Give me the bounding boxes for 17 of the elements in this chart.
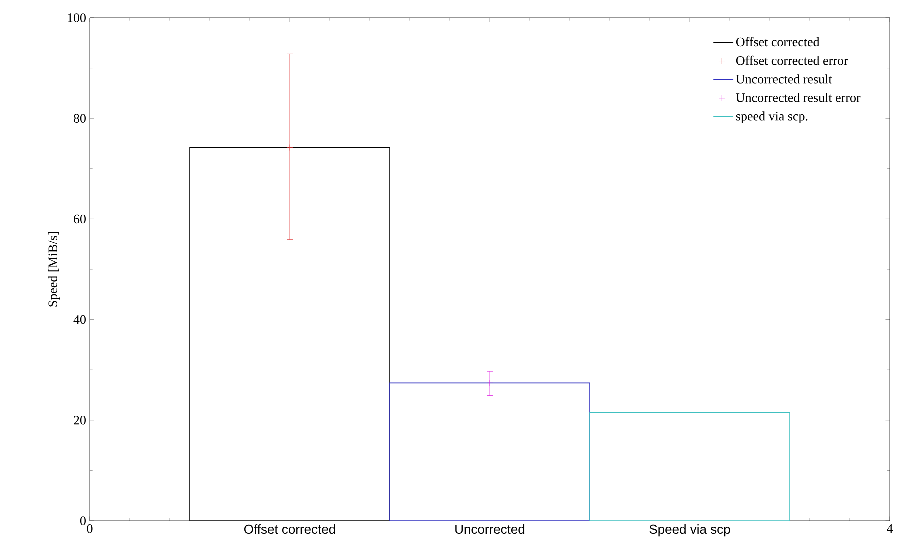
legend-label: Offset corrected error: [736, 56, 848, 66]
legend-label: speed via scp.: [736, 112, 808, 124]
y-tick-label: 100: [68, 14, 86, 22]
y-tick-label: 60: [74, 214, 86, 224]
x-tick-label: Offset corrected: [244, 524, 336, 534]
x-tick-label: Speed via scp: [650, 524, 730, 537]
y-tick-label: 80: [74, 114, 86, 123]
x-tick-label: Uncorrected: [456, 524, 525, 534]
x-tick-label: 0: [87, 524, 93, 534]
legend-label: Offset corrected: [736, 37, 820, 47]
legend-label: Uncorrected result error: [736, 93, 861, 102]
y-tick-label: 40: [74, 315, 86, 324]
legend-label: Uncorrected result: [736, 74, 832, 84]
y-tick-label: 20: [74, 416, 86, 425]
y-axis-title: Speed [MiB/s]: [48, 232, 60, 307]
y-tick-label: 0: [80, 516, 86, 526]
x-tick-label: 4: [887, 524, 894, 534]
